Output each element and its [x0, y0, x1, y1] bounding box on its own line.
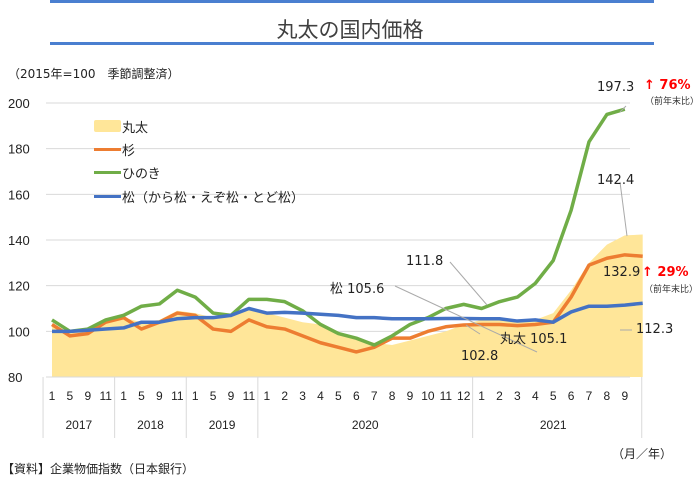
- year-label: 2019: [209, 418, 236, 432]
- x-tick-label: 1: [263, 389, 270, 403]
- y-tick-label: 100: [8, 324, 30, 339]
- x-tick-label: 6: [353, 389, 360, 403]
- x-tick-label: 12: [457, 389, 471, 403]
- label-197: 197.3: [597, 80, 635, 95]
- label-132: 132.9: [603, 265, 641, 280]
- label-111: 111.8: [406, 254, 444, 269]
- year-label: 2021: [540, 418, 567, 432]
- y-tick-label: 80: [8, 370, 22, 385]
- x-tick-label: 4: [532, 389, 539, 403]
- y-tick-label: 200: [8, 96, 30, 111]
- legend-hinoki: ひのき: [122, 167, 161, 182]
- leader-line: [394, 285, 538, 353]
- label-maruta: 丸太 105.1: [500, 332, 568, 347]
- x-tick-label: 2: [281, 389, 288, 403]
- x-tick-label: 11: [243, 389, 256, 403]
- year-label: 2017: [65, 418, 92, 432]
- x-tick-label: 9: [407, 389, 414, 403]
- label-matsu: 松 105.6: [330, 282, 385, 297]
- x-tick-label: 5: [138, 389, 145, 403]
- series-line: [51, 253, 643, 354]
- x-tick-label: 9: [621, 389, 628, 403]
- x-tick-label: 5: [550, 389, 557, 403]
- legend-matsu: 松（から松・えぞ松・とど松）: [122, 191, 305, 206]
- x-tick-label: 8: [389, 389, 396, 403]
- legend-sugi: 杉: [122, 144, 136, 159]
- legend-maruta: 丸太: [122, 121, 149, 136]
- y-tick-label: 140: [8, 233, 30, 248]
- x-tick-label: 5: [67, 389, 74, 403]
- label-112: 112.3: [636, 322, 674, 337]
- x-tick-label: 11: [171, 389, 184, 403]
- series-area: [52, 234, 643, 377]
- x-tick-label: 9: [84, 389, 91, 403]
- x-tick-label: 4: [317, 389, 324, 403]
- label-142: 142.4: [597, 173, 635, 188]
- legend-line-sugi: [94, 148, 121, 151]
- x-tick-label: 2: [496, 389, 503, 403]
- x-tick-label: 8: [604, 389, 611, 403]
- legend-swatch-maruta: [94, 120, 121, 132]
- x-tick-label: 11: [440, 389, 453, 403]
- year-label: 2020: [352, 418, 379, 432]
- year-label: 2018: [137, 418, 164, 432]
- x-tick-label: 1: [120, 389, 127, 403]
- x-tick-label: 10: [421, 389, 435, 403]
- leader-line: [619, 105, 627, 113]
- leader-line: [449, 261, 488, 306]
- x-tick-label: 5: [335, 389, 342, 403]
- label-up76: ↑ 76%: [644, 78, 691, 93]
- x-tick-label: 6: [568, 389, 575, 403]
- legend-line-hinoki: [94, 171, 121, 174]
- series-line: [52, 301, 643, 334]
- top-rule: [50, 0, 654, 3]
- leader-line: [619, 181, 628, 237]
- label-yoy1: （前年末比）: [645, 97, 700, 107]
- x-tick-label: 3: [514, 389, 521, 403]
- x-tick-label: 5: [210, 389, 217, 403]
- title-rule: [50, 42, 654, 45]
- label-up29: ↑ 29%: [642, 265, 689, 280]
- x-tick-label: 7: [586, 389, 593, 403]
- label-yoy2: （前年末比）: [644, 285, 699, 295]
- subtitle: （2015年=100 季節調整済）: [8, 67, 180, 81]
- x-tick-label: 11: [99, 389, 112, 403]
- x-tick-label: 3: [299, 389, 306, 403]
- x-tick-label: 9: [156, 389, 163, 403]
- label-102: 102.8: [461, 349, 499, 364]
- x-tick-label: 1: [478, 389, 485, 403]
- x-tick-label: 1: [192, 389, 199, 403]
- y-tick-label: 120: [8, 279, 30, 294]
- y-tick-label: 160: [8, 187, 30, 202]
- axis-unit: （月／年）: [612, 447, 673, 461]
- legend-line-matsu: [94, 195, 121, 198]
- series-line: [51, 107, 626, 347]
- x-tick-label: 1: [49, 389, 56, 403]
- page-title: 丸太の国内価格: [276, 18, 424, 42]
- x-tick-label: 7: [371, 389, 378, 403]
- source-note: 【資料】企業物価指数（日本銀行）: [2, 462, 195, 476]
- x-tick-label: 9: [228, 389, 235, 403]
- y-tick-label: 180: [8, 142, 30, 157]
- leader-line: [465, 324, 481, 335]
